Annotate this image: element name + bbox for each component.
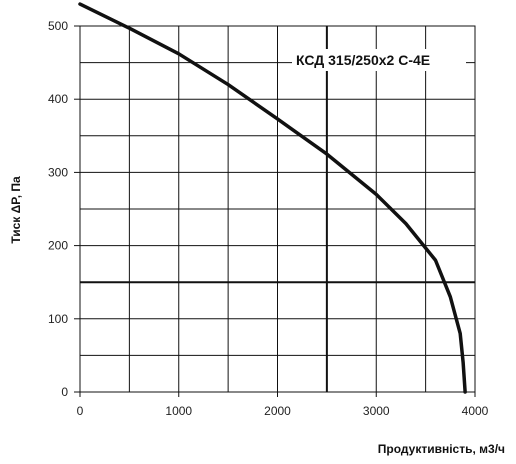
x-axis-tick-label: 4000: [462, 404, 489, 418]
x-axis-title: Продуктивність, м3/ч: [378, 442, 505, 456]
model-label-background: [292, 49, 466, 71]
tick-layer: 0 1000 2000 3000 4000 0 100 200 300 400 500: [48, 19, 489, 418]
x-axis-tick-label: 1000: [165, 404, 192, 418]
model-label: КСД 315/250х2 С-4Е: [296, 52, 430, 68]
y-axis-tick-label: 400: [48, 92, 68, 106]
x-axis-tick-label: 3000: [363, 404, 390, 418]
y-axis-tick-label: 100: [48, 312, 68, 326]
model-label-group: КСД 315/250х2 С-4Е: [292, 49, 466, 71]
y-axis-title: Тиск ΔP, Па: [9, 176, 23, 244]
y-axis-tick-label: 200: [48, 239, 68, 253]
curve-layer: [78, 2, 467, 394]
x-axis-tick-label: 2000: [264, 404, 291, 418]
y-axis-tick-label: 300: [48, 165, 68, 179]
grid-layer: [79, 25, 476, 393]
y-axis-tick-label: 0: [61, 385, 68, 399]
x-axis-tick-label: 0: [77, 404, 84, 418]
y-axis-tick-label: 500: [48, 19, 68, 33]
reference-layer: [80, 26, 475, 392]
